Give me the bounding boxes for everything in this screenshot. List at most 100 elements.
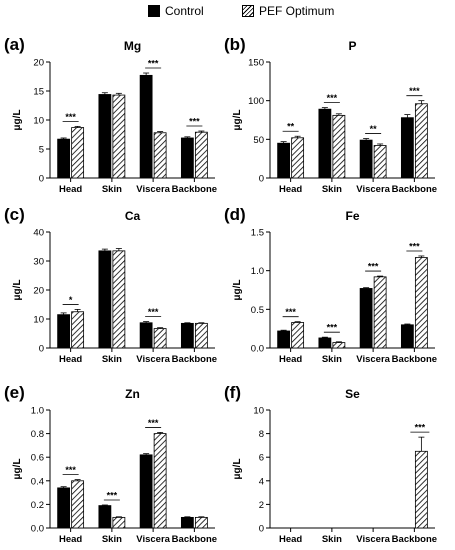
y-axis-label: μg/L	[12, 279, 23, 300]
y-tick-label: 5	[39, 145, 44, 156]
chart-panel-d: (d) Fe 0.0 0.5 1.0 1.5 μg/L Head *** Skin *** Visce…	[224, 205, 437, 365]
y-tick-label: 50	[253, 135, 264, 146]
bar-control-backbone	[180, 516, 194, 529]
x-tick-label: Head	[279, 534, 302, 545]
bar-pef-head	[71, 480, 85, 529]
significance-label: ***	[65, 112, 76, 122]
x-tick-label: Head	[279, 354, 302, 365]
bar-control-skin	[318, 108, 332, 179]
x-tick-label: Backbone	[172, 534, 217, 545]
y-tick-label: 0	[39, 174, 44, 185]
bar-pef-viscera	[153, 328, 167, 349]
y-axis-label: μg/L	[232, 458, 243, 479]
y-tick-label: 4	[259, 476, 264, 487]
bar-control-viscera	[139, 74, 153, 179]
y-tick-label: 1.0	[251, 266, 264, 277]
bar-control-viscera	[359, 139, 373, 179]
bar-control-skin	[98, 505, 112, 529]
x-tick-label: Skin	[322, 184, 342, 195]
legend-pef: PEF Optimum	[242, 4, 334, 18]
y-tick-label: 0	[259, 524, 264, 535]
y-axis-label: μg/L	[232, 279, 243, 300]
legend-pef-label: PEF Optimum	[259, 4, 335, 18]
bar-control-head	[277, 330, 291, 349]
y-tick-label: 0.5	[251, 305, 264, 316]
significance-label: **	[287, 122, 295, 132]
bar-control-head	[277, 142, 291, 179]
significance-label: ***	[65, 465, 76, 475]
chart-title: Zn	[125, 387, 140, 401]
bar-control-backbone	[180, 322, 194, 349]
x-tick-label: Backbone	[392, 354, 437, 365]
legend-control-swatch	[148, 5, 160, 17]
x-tick-label: Backbone	[392, 184, 437, 195]
bar-pef-head	[71, 127, 85, 179]
y-tick-label: 30	[33, 257, 44, 268]
chart-panel-e: (e) Zn 0.0 0.2 0.4 0.6 0.8 1.0 μg/L Head *** Skin **…	[4, 383, 217, 545]
panel-label: (c)	[4, 205, 25, 224]
y-tick-label: 1.5	[251, 228, 264, 239]
chart-panel-b: (b) P 0 50 100 150 μg/L Head ** Skin *** Viscera ** B…	[224, 35, 437, 195]
y-tick-label: 1.0	[31, 406, 44, 417]
bar-control-viscera	[139, 454, 153, 529]
x-tick-label: Skin	[102, 354, 122, 365]
significance-label: ***	[148, 307, 159, 317]
x-tick-label: Viscera	[136, 184, 170, 195]
y-tick-label: 0.6	[31, 453, 44, 464]
significance-label: ***	[148, 418, 159, 428]
panel-label: (b)	[224, 35, 246, 54]
y-tick-label: 0.0	[251, 344, 264, 355]
x-tick-label: Head	[59, 354, 82, 365]
bar-pef-backbone	[194, 516, 208, 529]
y-tick-label: 100	[248, 96, 264, 107]
x-tick-label: Viscera	[136, 534, 170, 545]
x-tick-label: Skin	[102, 184, 122, 195]
bar-pef-skin	[112, 94, 126, 179]
y-tick-label: 0.4	[31, 476, 44, 487]
x-tick-label: Head	[59, 534, 82, 545]
y-tick-label: 0.0	[31, 524, 44, 535]
legend-pef-swatch	[242, 5, 254, 17]
y-tick-label: 20	[33, 58, 44, 69]
y-tick-label: 0	[259, 174, 264, 185]
panel-label: (d)	[224, 205, 246, 224]
bar-pef-viscera	[153, 433, 167, 529]
y-tick-label: 10	[33, 315, 44, 326]
chart-title: Ca	[125, 209, 141, 223]
x-tick-label: Head	[59, 184, 82, 195]
significance-label: ***	[415, 423, 426, 433]
chart-title: Se	[345, 387, 360, 401]
bar-control-viscera	[359, 288, 373, 349]
chart-title: Mg	[124, 39, 141, 53]
significance-label: ***	[285, 307, 296, 317]
panel-label: (f)	[224, 383, 241, 402]
bar-pef-backbone	[194, 322, 208, 349]
chart-title: P	[348, 39, 356, 53]
y-tick-label: 150	[248, 58, 264, 69]
significance-label: ***	[409, 241, 420, 251]
bar-pef-viscera	[373, 145, 387, 179]
y-tick-label: 15	[33, 87, 44, 98]
chart-panel-f: (f) Se 0 2 4 6 8 10 μg/L Head Skin Viscera Backbone *…	[224, 383, 437, 545]
significance-label: ***	[327, 323, 338, 333]
bar-control-skin	[98, 250, 112, 349]
bar-pef-skin	[332, 342, 346, 349]
chart-panel-c: (c) Ca 0 10 20 30 40 μg/L Head * Skin Viscera *** Bac…	[4, 205, 217, 365]
significance-label: ***	[409, 86, 420, 96]
bar-pef-backbone	[414, 257, 428, 349]
bar-control-viscera	[139, 322, 153, 349]
y-tick-label: 20	[33, 286, 44, 297]
y-tick-label: 0.8	[31, 429, 44, 440]
x-tick-label: Skin	[322, 534, 342, 545]
legend-control: Control	[148, 4, 204, 18]
chart-panel-a: (a) Mg 0 5 10 15 20 μg/L Head *** Skin Viscera *** Ba…	[4, 35, 217, 195]
bar-pef-skin	[112, 516, 126, 529]
bar-pef-backbone	[414, 103, 428, 179]
x-tick-label: Backbone	[392, 534, 437, 545]
bar-pef-backbone	[194, 131, 208, 179]
bar-pef-viscera	[153, 132, 167, 179]
bar-control-backbone	[400, 117, 414, 179]
significance-label: ***	[107, 490, 118, 500]
y-tick-label: 40	[33, 228, 44, 239]
